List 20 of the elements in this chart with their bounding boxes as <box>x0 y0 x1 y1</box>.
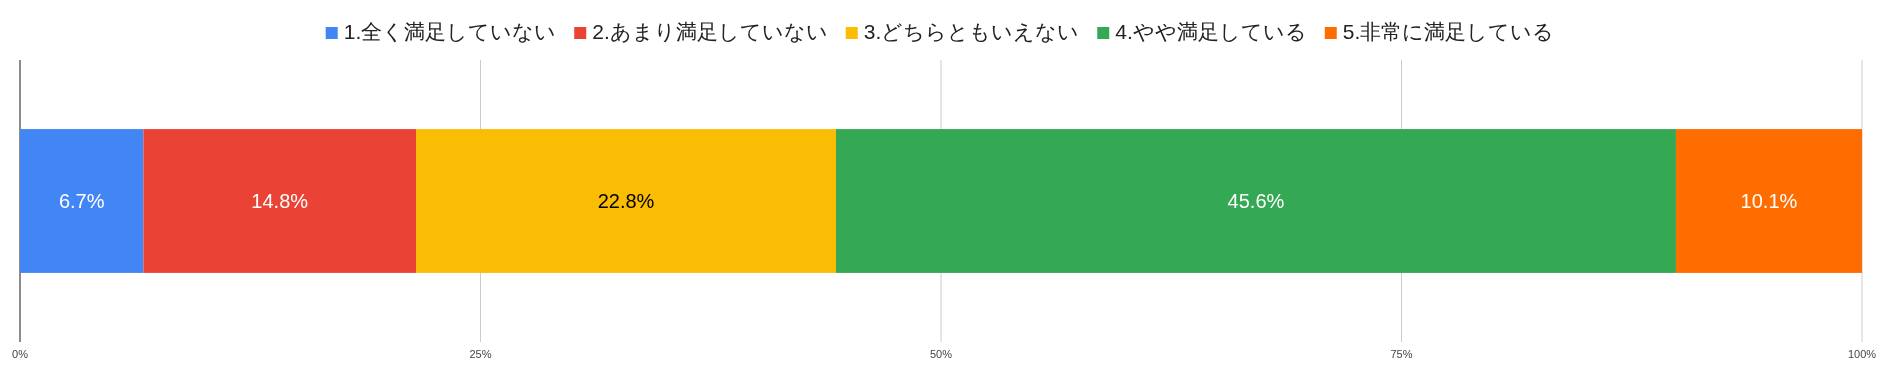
bar <box>416 129 837 273</box>
bar <box>143 129 417 273</box>
data-label: 45.6% <box>1227 190 1285 212</box>
bar <box>836 129 1676 273</box>
legend-label: 2.あまり満足していない <box>592 20 828 43</box>
bar <box>1675 129 1862 273</box>
bar <box>20 129 144 273</box>
legend-label: 4.やや満足している <box>1115 20 1307 43</box>
x-tick-label: 75% <box>1390 348 1413 360</box>
legend-label: 1.全く満足していない <box>343 20 557 43</box>
legend-label: 5.非常に満足している <box>1342 20 1555 43</box>
x-tick-label: 0% <box>12 348 29 360</box>
legend-label: 3.どちらともいえない <box>863 20 1080 43</box>
data-label: 6.7% <box>58 190 105 212</box>
data-label: 22.8% <box>597 190 655 212</box>
data-label: 10.1% <box>1740 190 1798 212</box>
x-tick-label: 25% <box>469 348 492 360</box>
x-tick-label: 100% <box>1847 348 1877 360</box>
data-label: 14.8% <box>251 190 309 212</box>
x-tick-label: 50% <box>929 348 953 360</box>
